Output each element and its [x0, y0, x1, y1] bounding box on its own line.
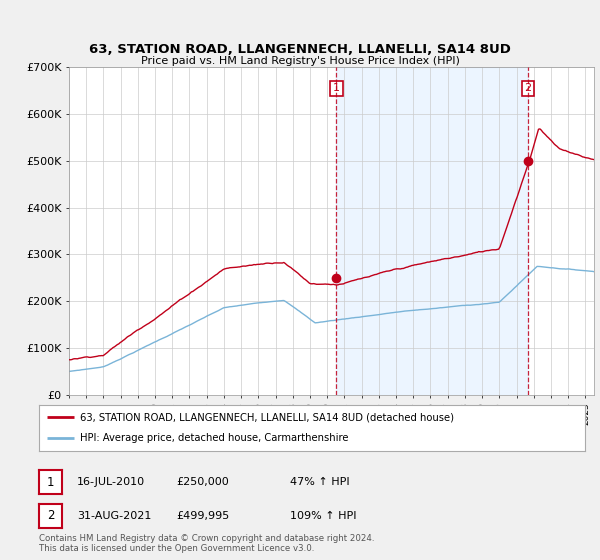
- Text: 63, STATION ROAD, LLANGENNECH, LLANELLI, SA14 8UD (detached house): 63, STATION ROAD, LLANGENNECH, LLANELLI,…: [80, 412, 454, 422]
- Text: Price paid vs. HM Land Registry's House Price Index (HPI): Price paid vs. HM Land Registry's House …: [140, 56, 460, 66]
- Text: 47% ↑ HPI: 47% ↑ HPI: [290, 477, 349, 487]
- Text: Contains HM Land Registry data © Crown copyright and database right 2024.
This d: Contains HM Land Registry data © Crown c…: [39, 534, 374, 553]
- Text: 1: 1: [47, 475, 54, 489]
- Text: 2: 2: [524, 83, 532, 94]
- Text: £499,995: £499,995: [176, 511, 229, 521]
- Text: 2: 2: [47, 509, 54, 522]
- Text: 16-JUL-2010: 16-JUL-2010: [77, 477, 145, 487]
- Text: HPI: Average price, detached house, Carmarthenshire: HPI: Average price, detached house, Carm…: [80, 433, 349, 444]
- Text: 1: 1: [333, 83, 340, 94]
- Text: 63, STATION ROAD, LLANGENNECH, LLANELLI, SA14 8UD: 63, STATION ROAD, LLANGENNECH, LLANELLI,…: [89, 43, 511, 56]
- Text: £250,000: £250,000: [176, 477, 229, 487]
- Bar: [337, 67, 528, 395]
- Text: 31-AUG-2021: 31-AUG-2021: [77, 511, 151, 521]
- Text: 109% ↑ HPI: 109% ↑ HPI: [290, 511, 356, 521]
